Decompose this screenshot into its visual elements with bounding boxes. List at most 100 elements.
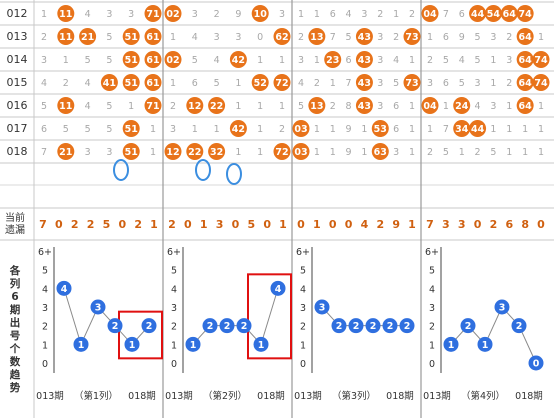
drawn-number: 74 bbox=[534, 78, 548, 89]
trend-point bbox=[460, 318, 476, 334]
trend-point-label: 1 bbox=[448, 340, 455, 351]
omission-count: 3 bbox=[377, 78, 383, 89]
period-label: 016 bbox=[7, 99, 28, 112]
omission-count: 1 bbox=[490, 55, 496, 66]
trend-point-label: 2 bbox=[146, 321, 153, 332]
omission-value: 1 bbox=[408, 218, 416, 231]
drawn-number-ball bbox=[144, 51, 162, 68]
drawn-number-ball bbox=[122, 143, 140, 160]
omission-count: 5 bbox=[443, 147, 449, 158]
omission-value: 0 bbox=[232, 218, 240, 231]
omission-count: 4 bbox=[41, 78, 47, 89]
trend-point-label: 3 bbox=[95, 303, 102, 314]
drawn-number-ball bbox=[79, 28, 97, 45]
omission-count: 9 bbox=[235, 9, 241, 20]
trend-label-char: 势 bbox=[10, 381, 21, 394]
omission-count: 2 bbox=[41, 32, 47, 43]
omission-count: 1 bbox=[235, 147, 241, 158]
ring-marker bbox=[113, 159, 129, 181]
omission-count: 2 bbox=[214, 9, 220, 20]
drawn-number-ball bbox=[421, 5, 439, 22]
trend-point bbox=[511, 318, 527, 334]
trend-label-char: 数 bbox=[9, 355, 21, 368]
drawn-number-ball bbox=[516, 97, 534, 114]
omission-count: 2 bbox=[279, 124, 285, 135]
omission-value: 0 bbox=[184, 218, 192, 231]
omission-count: 3 bbox=[506, 55, 512, 66]
y-tick-label: 2 bbox=[42, 322, 48, 333]
drawn-number-ball bbox=[186, 143, 204, 160]
trend-point-label: 2 bbox=[224, 321, 231, 332]
drawn-number-ball bbox=[484, 5, 502, 22]
trend-point bbox=[253, 336, 269, 352]
omission-value: 5 bbox=[247, 218, 255, 231]
omission-count: 6 bbox=[443, 78, 449, 89]
omission-count: 3 bbox=[279, 9, 285, 20]
omission-count: 4 bbox=[346, 9, 352, 20]
omission-count: 1 bbox=[490, 78, 496, 89]
omission-count: 2 bbox=[393, 32, 399, 43]
omission-count: 2 bbox=[170, 101, 176, 112]
ring-marker bbox=[226, 163, 242, 185]
omission-value: 2 bbox=[71, 218, 79, 231]
drawn-number: 21 bbox=[59, 147, 72, 158]
omission-count: 1 bbox=[170, 78, 176, 89]
omission-count: 1 bbox=[314, 147, 320, 158]
drawn-number: 41 bbox=[103, 78, 116, 89]
drawn-number-ball bbox=[516, 5, 534, 22]
omission-count: 7 bbox=[330, 32, 336, 43]
y-tick-label: 4 bbox=[42, 284, 48, 295]
omission-value: 2 bbox=[168, 218, 176, 231]
omission-count: 5 bbox=[85, 55, 91, 66]
omission-count: 7 bbox=[346, 78, 352, 89]
omission-count: 2 bbox=[330, 101, 336, 112]
y-tick-label: 6+ bbox=[38, 247, 52, 258]
y-tick-label: 4 bbox=[300, 284, 306, 295]
y-tick-label: 5 bbox=[42, 266, 48, 277]
trend-point bbox=[270, 280, 286, 296]
drawn-number-ball bbox=[292, 120, 310, 137]
drawn-number: 24 bbox=[455, 101, 469, 112]
drawn-number-ball bbox=[57, 5, 75, 22]
drawn-number-ball bbox=[273, 28, 291, 45]
omission-count: 2 bbox=[506, 32, 512, 43]
y-tick-label: 1 bbox=[42, 340, 48, 351]
y-tick-label: 6+ bbox=[296, 247, 310, 258]
drawn-number-ball bbox=[308, 97, 326, 114]
omission-value: 1 bbox=[200, 218, 208, 231]
drawn-number: 03 bbox=[294, 124, 307, 135]
omission-count: 5 bbox=[63, 124, 69, 135]
trend-point bbox=[141, 318, 157, 334]
trend-point-label: 4 bbox=[275, 284, 282, 295]
omission-count: 1 bbox=[506, 101, 512, 112]
drawn-number: 21 bbox=[81, 32, 94, 43]
drawn-number: 51 bbox=[125, 78, 138, 89]
drawn-number-ball bbox=[122, 28, 140, 45]
drawn-number: 22 bbox=[188, 147, 201, 158]
omission-count: 3 bbox=[490, 32, 496, 43]
omission-count: 1 bbox=[330, 78, 336, 89]
omission-count: 4 bbox=[85, 78, 91, 89]
drawn-number-ball bbox=[453, 97, 471, 114]
omission-value: 1 bbox=[313, 218, 321, 231]
trend-label-char: 期 bbox=[10, 303, 21, 316]
omission-count: 1 bbox=[409, 101, 415, 112]
omission-count: 1 bbox=[257, 124, 263, 135]
drawn-number: 34 bbox=[455, 124, 469, 135]
drawn-number: 71 bbox=[146, 101, 159, 112]
omission-count: 3 bbox=[475, 78, 481, 89]
omission-count: 1 bbox=[361, 147, 367, 158]
trend-point bbox=[399, 318, 415, 334]
trend-point-label: 2 bbox=[404, 321, 411, 332]
drawn-number: 12 bbox=[188, 101, 201, 112]
omission-count: 3 bbox=[377, 101, 383, 112]
omission-count: 7 bbox=[443, 124, 449, 135]
trend-point bbox=[365, 318, 381, 334]
x-label-column: （第4列） bbox=[461, 390, 505, 402]
trend-point-label: 2 bbox=[241, 321, 248, 332]
drawn-number: 04 bbox=[423, 9, 437, 20]
omission-count: 9 bbox=[346, 124, 352, 135]
drawn-number: 12 bbox=[166, 147, 179, 158]
drawn-number: 42 bbox=[232, 124, 245, 135]
trend-label-char: 号 bbox=[10, 330, 21, 342]
